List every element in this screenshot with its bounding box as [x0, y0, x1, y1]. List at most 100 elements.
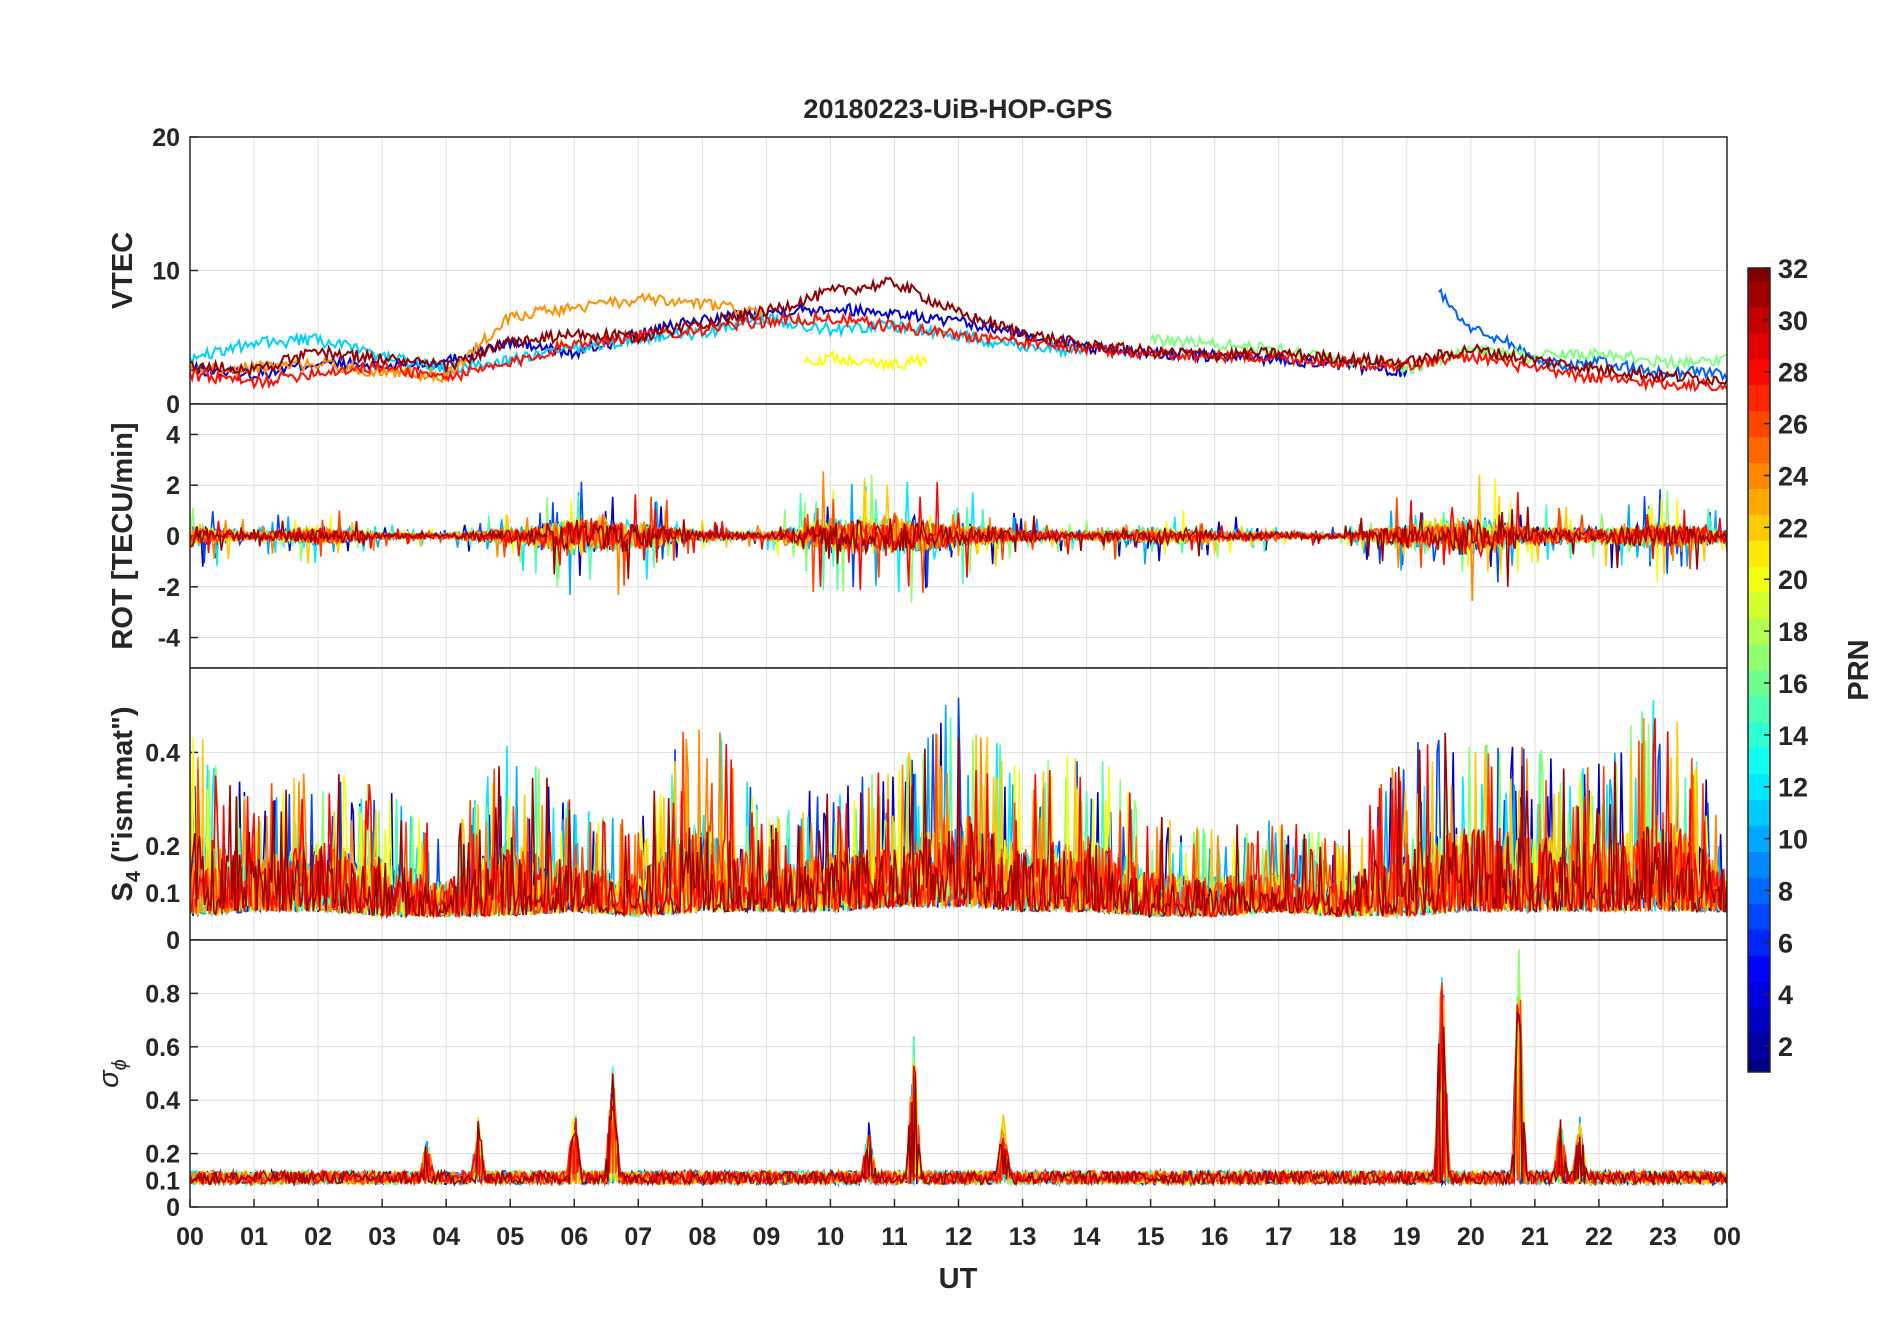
colorbar-tick-label: 2: [1778, 1032, 1793, 1062]
colorbar-tick-label: 22: [1778, 513, 1808, 543]
x-tick-label: 04: [432, 1223, 460, 1251]
y-tick-label: 0.1: [145, 1167, 180, 1195]
x-tick-label: 10: [817, 1223, 845, 1251]
colorbar-tick-label: 8: [1778, 876, 1793, 906]
panel-vtec: 0 10 20 VTEC: [107, 124, 1728, 419]
x-axis: 00 01 02 03 04 05 06 07 08 09 10 11 12 13 14 15 16 17 18 19…: [176, 1199, 1741, 1251]
y-tick-label: 0: [166, 1194, 180, 1222]
x-tick-label: 18: [1329, 1223, 1357, 1251]
colorbar-tick-label: 28: [1778, 358, 1808, 388]
colorbar-swatch: [1748, 514, 1770, 541]
y-axis-label-sigma: σϕ: [93, 1059, 131, 1088]
colorbar-swatch: [1748, 670, 1770, 697]
colorbar-tick-label: 26: [1778, 410, 1808, 440]
colorbar-frame: [1747, 267, 1771, 1073]
colorbar-tick-label: 30: [1778, 306, 1808, 336]
series-group: [190, 949, 1727, 1188]
x-axis-label: UT: [939, 1263, 978, 1295]
series-group: [190, 471, 1727, 603]
colorbar-swatch: [1748, 462, 1770, 489]
x-tick-label: 05: [496, 1223, 524, 1251]
x-tick-label: 00: [176, 1223, 204, 1251]
colorbar-swatch: [1748, 981, 1770, 1008]
vtec-line-prn-31: [190, 276, 1727, 386]
colorbar-swatch: [1748, 747, 1770, 775]
colorbar-swatch: [1748, 773, 1770, 801]
x-tick-label: 23: [1649, 1223, 1677, 1251]
colorbar-swatch: [1748, 306, 1770, 334]
x-tick-label: 02: [304, 1223, 332, 1251]
y-tick-label: -4: [158, 625, 180, 653]
y-tick-label: 0.2: [145, 833, 180, 861]
x-tick-label: 07: [624, 1223, 652, 1251]
panel-rot: -4 -2 0 2 4 ROT [TECU/min]: [107, 403, 1728, 669]
x-tick-label: 15: [1137, 1223, 1165, 1251]
colorbar-swatch: [1748, 436, 1770, 464]
colorbar-swatch: [1748, 1007, 1770, 1034]
colorbar-tick-label: 24: [1778, 461, 1808, 491]
colorbar-tick-label: 18: [1778, 617, 1808, 647]
x-tick-label: 00: [1713, 1223, 1741, 1251]
colorbar-tick-label: 4: [1778, 980, 1793, 1010]
y-tick-label: 0.2: [145, 1141, 180, 1169]
colorbar-swatch: [1748, 540, 1770, 567]
colorbar-swatch: [1748, 566, 1770, 593]
colorbar-swatch: [1748, 410, 1770, 438]
series-group: [190, 697, 1727, 920]
colorbar-swatch: [1748, 384, 1770, 412]
x-tick-label: 11: [881, 1223, 908, 1251]
y-tick-label: 2: [166, 472, 180, 500]
colorbar-tick-label: 10: [1778, 825, 1808, 855]
y-tick-label: 0.1: [145, 880, 180, 908]
x-tick-label: 19: [1393, 1223, 1421, 1251]
x-tick-label: 20: [1457, 1223, 1485, 1251]
colorbar-swatch: [1748, 358, 1770, 386]
colorbar-tick-label: 12: [1778, 773, 1808, 803]
colorbar-swatch: [1748, 825, 1770, 853]
colorbar-swatch: [1748, 695, 1770, 723]
vtec-line-prn-7: [1438, 288, 1727, 382]
colorbar-swatch: [1748, 280, 1770, 308]
colorbar-tick-label: 14: [1778, 721, 1808, 751]
y-tick-label: -2: [158, 574, 180, 602]
panel-sigma: 00.10.2 0.4 0.6 0.8 σϕ: [93, 939, 1728, 1222]
x-tick-label: 13: [1009, 1223, 1037, 1251]
colorbar-swatch: [1748, 268, 1770, 282]
colorbar-swatch: [1748, 1059, 1770, 1073]
colorbar-tick-label: 16: [1778, 669, 1808, 699]
x-tick-label: 12: [945, 1223, 973, 1251]
colorbar-label: PRN: [1843, 639, 1875, 700]
colorbar-swatch: [1748, 644, 1770, 671]
x-tick-label: 17: [1265, 1223, 1293, 1251]
y-tick-label: 20: [152, 124, 180, 152]
x-tick-label: 09: [752, 1223, 780, 1251]
y-tick-label: 0: [166, 523, 180, 551]
colorbar-swatch: [1748, 592, 1770, 619]
y-axis-label-rot: ROT [TECU/min]: [107, 422, 139, 649]
s4-line: [190, 732, 1727, 920]
rot-line: [190, 506, 1727, 587]
s4-line: [190, 718, 1727, 920]
colorbar-tick-label: 20: [1778, 565, 1808, 595]
vtec-line-prn-17: [1149, 333, 1727, 377]
x-tick-label: 03: [368, 1223, 396, 1251]
colorbar-swatch: [1748, 955, 1770, 982]
colorbar-swatch: [1748, 618, 1770, 645]
x-tick-label: 06: [560, 1223, 588, 1251]
series-group: [190, 276, 1727, 393]
colorbar-tick-label: 32: [1778, 254, 1808, 284]
vtec-line-prn-20: [803, 349, 928, 373]
colorbar-tick-label: 6: [1778, 928, 1793, 958]
colorbar-swatch: [1748, 799, 1770, 827]
colorbar-swatch: [1748, 903, 1770, 930]
vtec-line-prn-28: [190, 309, 1727, 393]
colorbar-swatch: [1748, 332, 1770, 360]
chart-title: 20180223-UiB-HOP-GPS: [803, 94, 1112, 124]
colorbar-swatch: [1748, 929, 1770, 956]
y-tick-label: 10: [152, 258, 180, 286]
x-tick-label: 16: [1201, 1223, 1229, 1251]
x-tick-label: 21: [1521, 1223, 1549, 1251]
rot-line: [190, 482, 1727, 590]
